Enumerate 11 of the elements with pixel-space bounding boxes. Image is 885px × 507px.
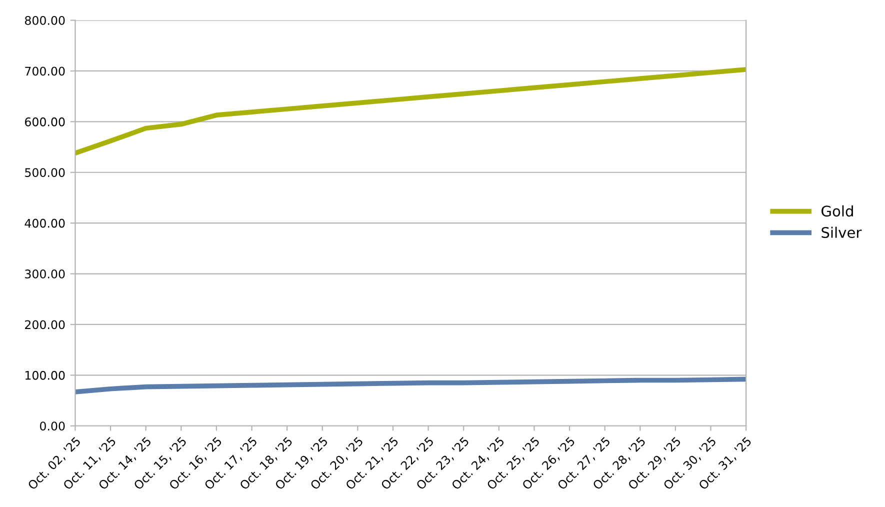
- y-tick-label: 300.00: [25, 270, 65, 278]
- y-tick-label: 100.00: [25, 370, 65, 380]
- y-tick-label: 400.00: [24, 218, 65, 228]
- y-tick-label: 500.00: [25, 168, 65, 178]
- y-tick-label: 0.00: [40, 422, 65, 431]
- y-tick-label: 600.00: [25, 117, 65, 126]
- legend-label: Gold: [822, 205, 853, 217]
- legend-label: Silver: [822, 226, 862, 238]
- y-tick-label: 800.00: [24, 16, 65, 25]
- y-tick-label: 200.00: [25, 320, 65, 330]
- y-tick-label: 700.00: [25, 66, 65, 76]
